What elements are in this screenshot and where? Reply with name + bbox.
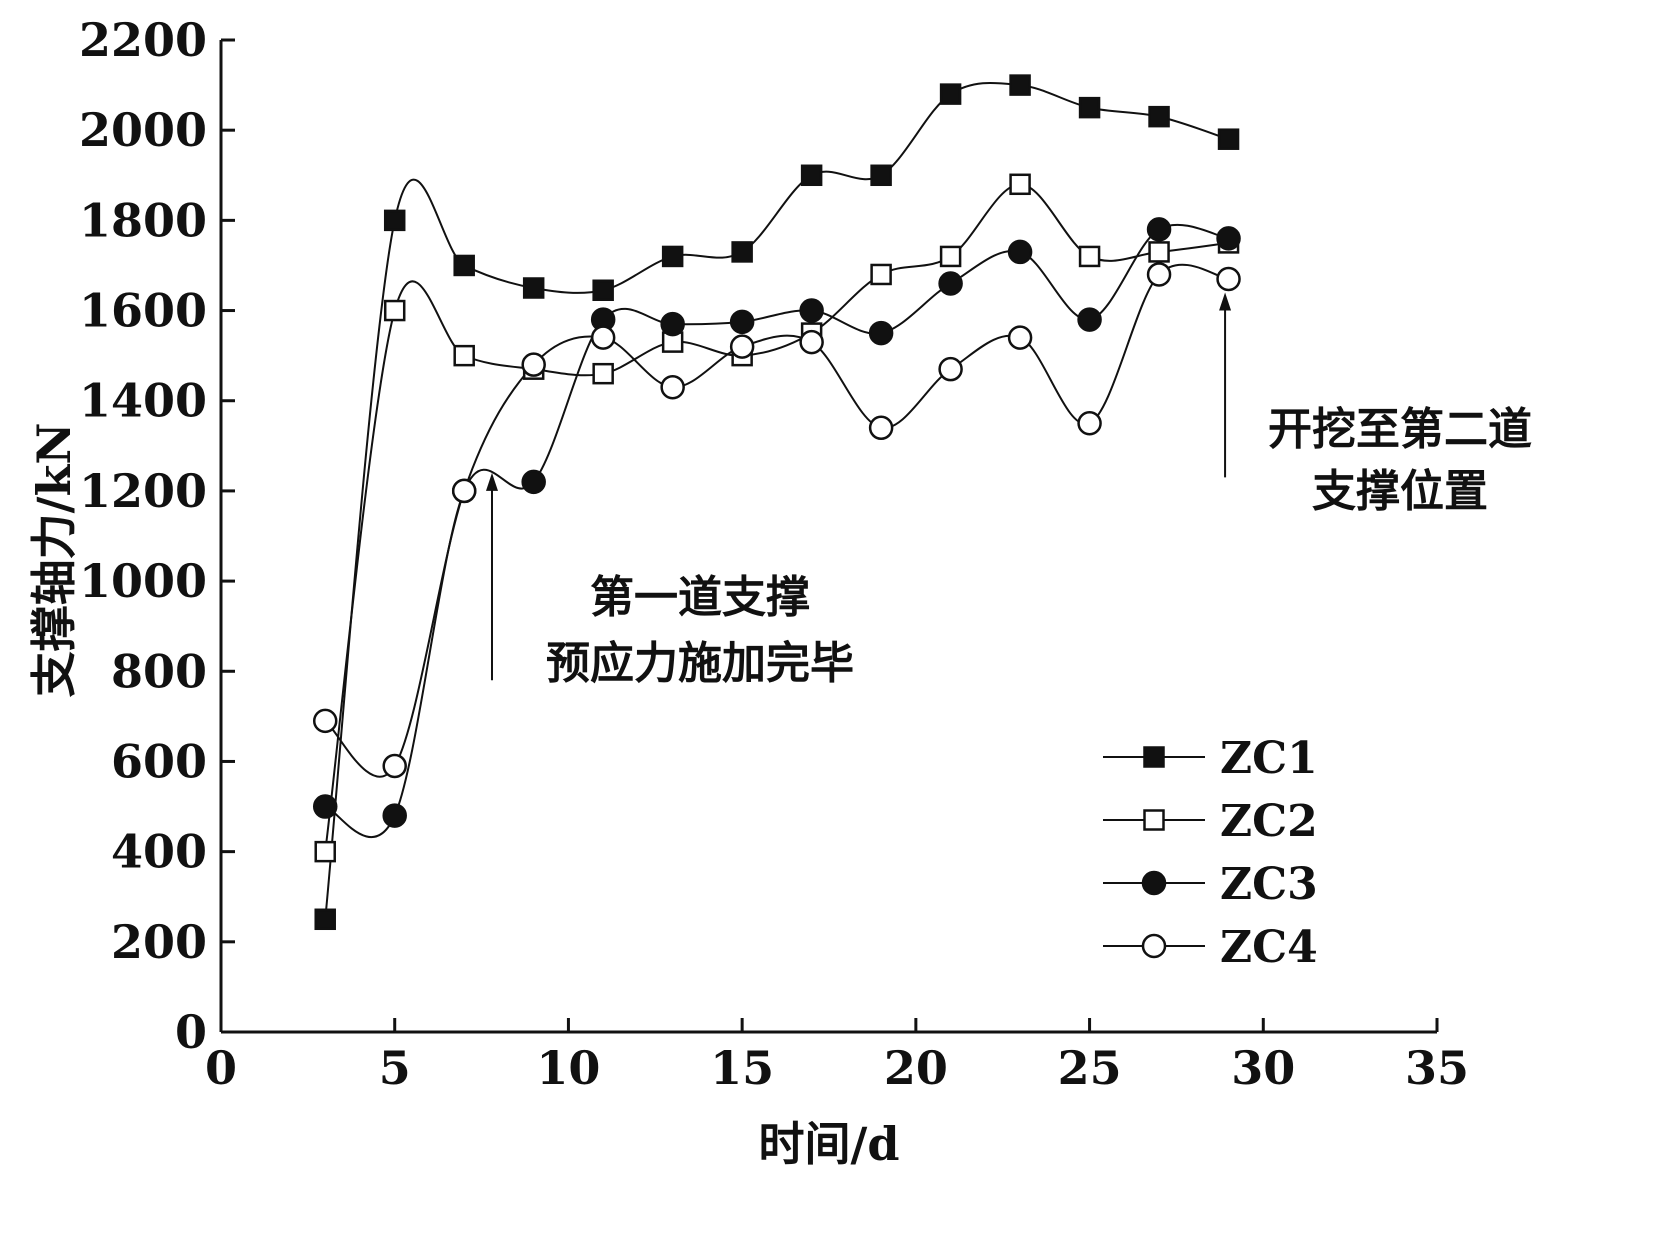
data-point-zc4 (1146, 262, 1172, 287)
x-tick-label: 15 (710, 1041, 774, 1095)
data-point-zc1 (1009, 74, 1031, 96)
data-point-zc2 (453, 344, 475, 367)
data-point-zc1 (453, 254, 475, 277)
data-point-zc1 (800, 164, 823, 187)
data-point-zc4 (312, 708, 338, 734)
data-point-zc1 (1217, 128, 1240, 150)
y-tick-label: 400 (111, 825, 207, 879)
y-tick-label: 1000 (79, 554, 207, 608)
data-point-zc1 (870, 164, 892, 187)
data-point-zc2 (592, 362, 614, 385)
legend-marker-zc1 (1143, 746, 1165, 768)
data-point-zc4 (799, 329, 824, 355)
data-point-zc2 (314, 840, 336, 863)
y-tick-label: 1400 (79, 374, 207, 428)
y-axis-label: 支撑轴力/kN (27, 423, 81, 698)
data-point-zc2 (383, 299, 406, 322)
data-point-zc1 (1078, 96, 1101, 119)
legend-label-zc1: ZC1 (1220, 733, 1318, 784)
data-point-zc1 (592, 279, 614, 302)
ticks: 0 5 10 15 20 25 30 35 0 200 400 600 800 1000 1200 1400 1… (79, 13, 1469, 1095)
data-point-zc2 (939, 245, 962, 268)
data-point-zc1 (939, 83, 962, 105)
data-point-zc4 (729, 334, 755, 359)
legend: ZC1 ZC2 ZC3 ZC4 (1103, 733, 1318, 973)
y-tick-label: 1800 (79, 193, 207, 247)
data-point-zc4 (451, 478, 477, 504)
annotation-text: 第一道支撑 (590, 572, 810, 623)
y-tick-label: 2200 (79, 13, 207, 67)
data-point-zc3 (938, 271, 963, 296)
x-tick-label: 35 (1405, 1041, 1469, 1095)
x-tick-label: 25 (1058, 1041, 1122, 1095)
data-point-zc3 (1216, 226, 1241, 251)
y-tick-label: 2000 (79, 103, 207, 157)
data-point-zc3 (521, 469, 546, 495)
data-point-zc2 (1078, 245, 1101, 268)
data-point-zc1 (731, 241, 753, 263)
data-point-zc4 (1216, 266, 1241, 292)
annotation-arrowhead (1219, 292, 1232, 311)
y-tick-label: 0 (175, 1005, 207, 1059)
x-tick-label: 10 (536, 1041, 600, 1095)
y-tick-label: 1200 (79, 464, 207, 518)
data-point-zc3 (1146, 217, 1172, 242)
y-tick-label: 200 (111, 915, 207, 969)
data-point-zc1 (661, 245, 684, 268)
x-tick-label: 20 (884, 1041, 948, 1095)
data-point-zc3 (660, 311, 685, 337)
data-point-zc1 (1148, 105, 1170, 128)
data-point-zc3 (1007, 239, 1033, 265)
data-point-zc4 (382, 753, 407, 779)
data-point-zc3 (729, 309, 755, 335)
x-axis-label: 时间/d (759, 1117, 900, 1171)
annotation-arrowhead (485, 472, 498, 491)
series-markers (312, 74, 1241, 931)
data-point-zc1 (522, 277, 545, 299)
data-point-zc4 (660, 374, 685, 400)
x-tick-label: 30 (1231, 1041, 1295, 1095)
legend-label-zc4: ZC4 (1220, 922, 1318, 973)
legend-marker-zc3 (1141, 870, 1167, 896)
data-point-zc4 (868, 415, 894, 441)
x-tick-label: 0 (205, 1041, 237, 1095)
data-point-zc3 (382, 803, 407, 828)
data-point-zc2 (1009, 173, 1031, 196)
y-tick-label: 800 (111, 644, 207, 698)
data-point-zc2 (870, 263, 892, 286)
legend-label-zc3: ZC3 (1220, 859, 1318, 910)
data-point-zc3 (312, 794, 338, 819)
y-tick-label: 1600 (79, 284, 207, 338)
legend-marker-zc4 (1141, 933, 1167, 959)
legend-label-zc2: ZC2 (1220, 796, 1318, 847)
annotation-text: 开挖至第二道 (1268, 404, 1532, 455)
data-point-zc4 (590, 325, 616, 350)
data-point-zc1 (314, 908, 336, 931)
data-point-zc4 (1007, 325, 1033, 350)
data-point-zc3 (868, 320, 894, 346)
legend-marker-zc2 (1143, 809, 1165, 831)
y-tick-label: 600 (111, 734, 207, 788)
series-line-zc4 (324, 263, 1229, 778)
x-tick-label: 5 (379, 1041, 411, 1095)
data-point-zc2 (1148, 241, 1170, 263)
data-point-zc1 (383, 209, 406, 232)
data-point-zc4 (938, 356, 963, 382)
data-point-zc3 (1077, 307, 1102, 332)
data-point-zc4 (1077, 411, 1102, 436)
data-point-zc4 (521, 352, 546, 377)
annotation-text: 预应力施加完毕 (546, 638, 854, 689)
annotation-text: 支撑位置 (1312, 466, 1488, 517)
data-point-zc3 (799, 298, 824, 323)
series-line-zc2 (324, 183, 1229, 852)
axes (219, 40, 1437, 1034)
